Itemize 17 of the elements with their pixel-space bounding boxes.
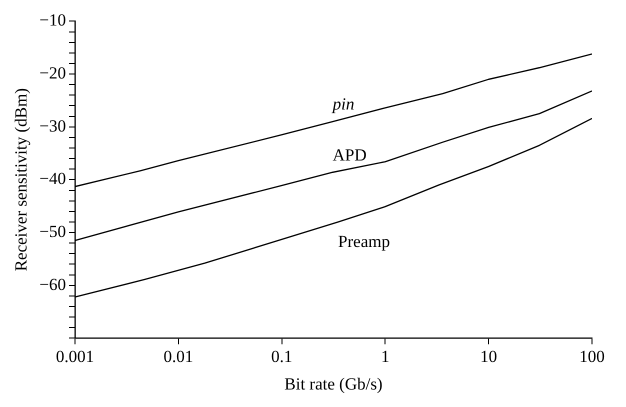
x-tick-label: 0.001 [56,346,94,366]
x-tick-label: 0.01 [164,346,194,366]
x-tick-label: 0.1 [271,346,292,366]
series-label: Preamp [338,232,390,251]
x-axis-title: Bit rate (Gb/s) [284,374,383,394]
y-tick-label: −10 [39,10,66,30]
y-tick-label: −30 [39,116,66,136]
series-label: pin [332,94,354,114]
y-tick-label: −60 [39,274,66,294]
y-axis-title: Receiver sensitivity (dBm) [12,88,31,272]
y-tick-label: −40 [39,169,66,188]
x-tick-label: 100 [579,346,605,366]
x-tick-label: 10 [480,346,498,366]
y-tick-label: −20 [39,64,66,82]
y-tick-label: −50 [39,222,66,241]
x-tick-label: 1 [380,346,390,366]
series-label: APD [332,145,367,164]
